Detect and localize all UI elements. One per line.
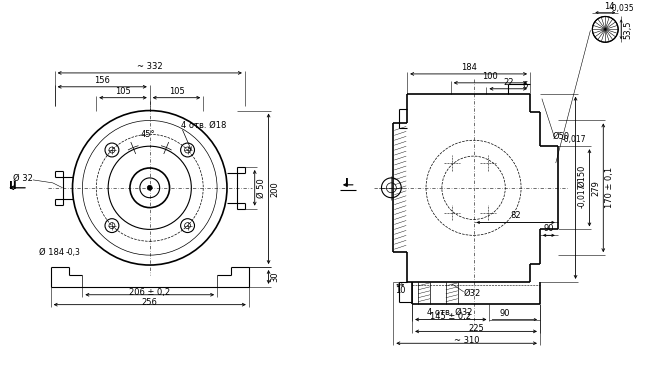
Text: Ø 50: Ø 50 bbox=[257, 178, 266, 198]
Text: 256: 256 bbox=[142, 298, 158, 307]
Text: 22: 22 bbox=[503, 78, 514, 87]
Text: II: II bbox=[9, 181, 17, 191]
Text: 200: 200 bbox=[271, 181, 280, 197]
Text: 6: 6 bbox=[523, 81, 528, 90]
Text: -0,3: -0,3 bbox=[66, 248, 81, 257]
Text: Ø32: Ø32 bbox=[464, 289, 481, 298]
Text: ~ 310: ~ 310 bbox=[454, 336, 479, 345]
Circle shape bbox=[147, 186, 152, 190]
Text: -0,035: -0,035 bbox=[609, 3, 634, 13]
Text: Ø 32: Ø 32 bbox=[13, 173, 33, 183]
Text: Ø50: Ø50 bbox=[553, 132, 570, 141]
Text: 156: 156 bbox=[94, 76, 110, 85]
Text: 30: 30 bbox=[271, 272, 280, 282]
Text: 82: 82 bbox=[510, 211, 521, 220]
Text: 45°: 45° bbox=[140, 130, 155, 139]
Text: 184: 184 bbox=[460, 63, 477, 72]
Text: 100: 100 bbox=[483, 72, 498, 81]
Text: 90: 90 bbox=[544, 224, 554, 233]
Circle shape bbox=[592, 16, 618, 42]
Text: 105: 105 bbox=[115, 87, 131, 96]
Text: 4 отв. Ø18: 4 отв. Ø18 bbox=[181, 121, 227, 130]
Text: 170 ± 0,1: 170 ± 0,1 bbox=[605, 167, 614, 209]
Text: 225: 225 bbox=[468, 324, 484, 334]
Text: 90: 90 bbox=[499, 309, 510, 318]
Text: Ø150: Ø150 bbox=[578, 165, 586, 187]
Text: 4 отв. Ø32: 4 отв. Ø32 bbox=[427, 308, 472, 316]
Text: -0,017: -0,017 bbox=[578, 184, 586, 208]
Text: 14: 14 bbox=[605, 1, 615, 10]
Text: Ø 184: Ø 184 bbox=[39, 248, 65, 257]
Text: I: I bbox=[345, 178, 348, 188]
Text: 105: 105 bbox=[168, 87, 184, 96]
Text: ~ 332: ~ 332 bbox=[137, 62, 162, 71]
Text: 10: 10 bbox=[395, 286, 405, 295]
Text: -0,017: -0,017 bbox=[562, 135, 586, 144]
Text: 145 ± 0,2: 145 ± 0,2 bbox=[430, 312, 472, 322]
Text: 53,5: 53,5 bbox=[623, 20, 632, 39]
Text: 206 ± 0,2: 206 ± 0,2 bbox=[129, 288, 170, 297]
Text: 279: 279 bbox=[591, 180, 601, 196]
